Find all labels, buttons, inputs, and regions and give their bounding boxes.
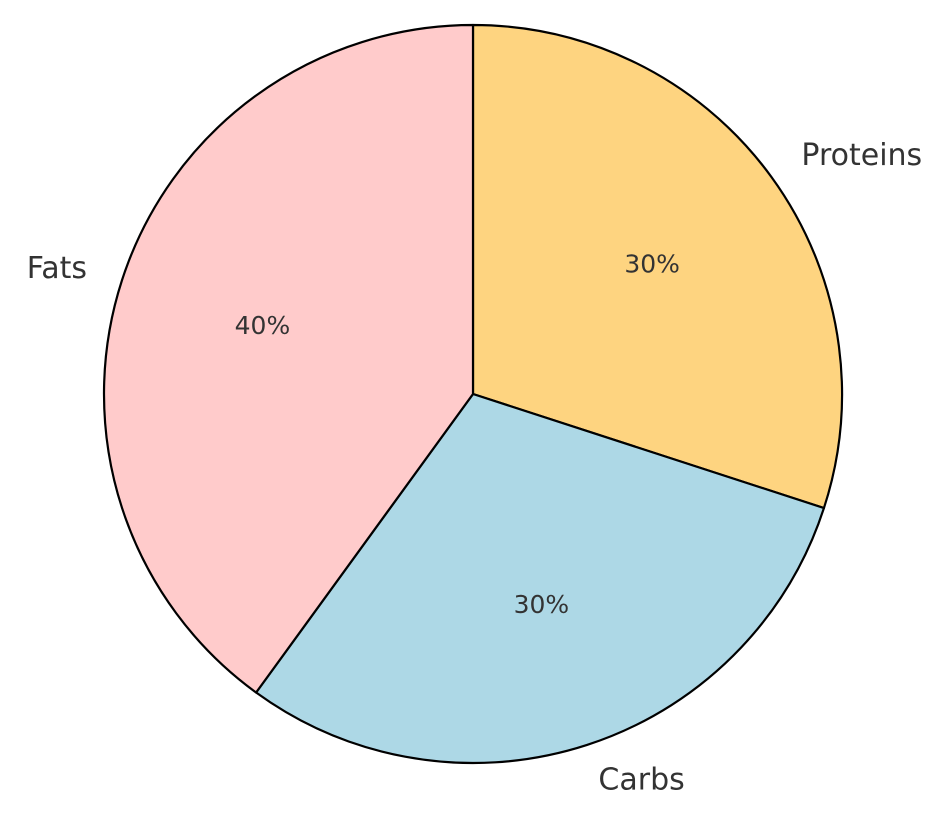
slice-category-label-proteins: Proteins [801,138,922,173]
slice-percent-label-carbs: 30% [514,590,570,619]
pie-slice-carbs [255,392,826,765]
pie-slice-fats [102,23,475,694]
pie-slice-proteins [471,23,844,510]
pie-labels: 30% Proteins 30% Carbs 40% Fats [27,138,922,798]
slice-percent-label-fats: 40% [235,311,291,340]
pie-slices [102,23,844,765]
slice-category-label-fats: Fats [27,251,87,286]
slice-percent-label-proteins: 30% [624,249,680,278]
slice-category-label-carbs: Carbs [598,763,684,798]
